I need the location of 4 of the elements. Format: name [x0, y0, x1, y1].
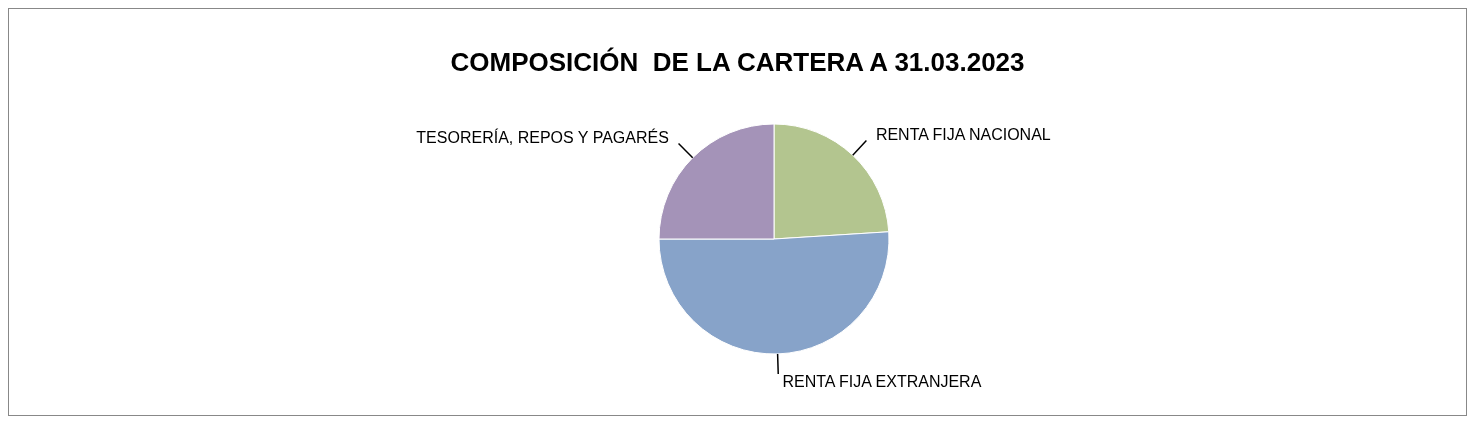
slice-label: RENTA FIJA EXTRANJERA: [782, 373, 982, 391]
slice-label: RENTA FIJA NACIONAL: [875, 126, 1051, 144]
chart-title: COMPOSICIÓN DE LA CARTERA A 31.03.2023: [449, 47, 1026, 78]
slice-label: TESORERÍA, REPOS Y PAGARÉS: [416, 128, 669, 147]
